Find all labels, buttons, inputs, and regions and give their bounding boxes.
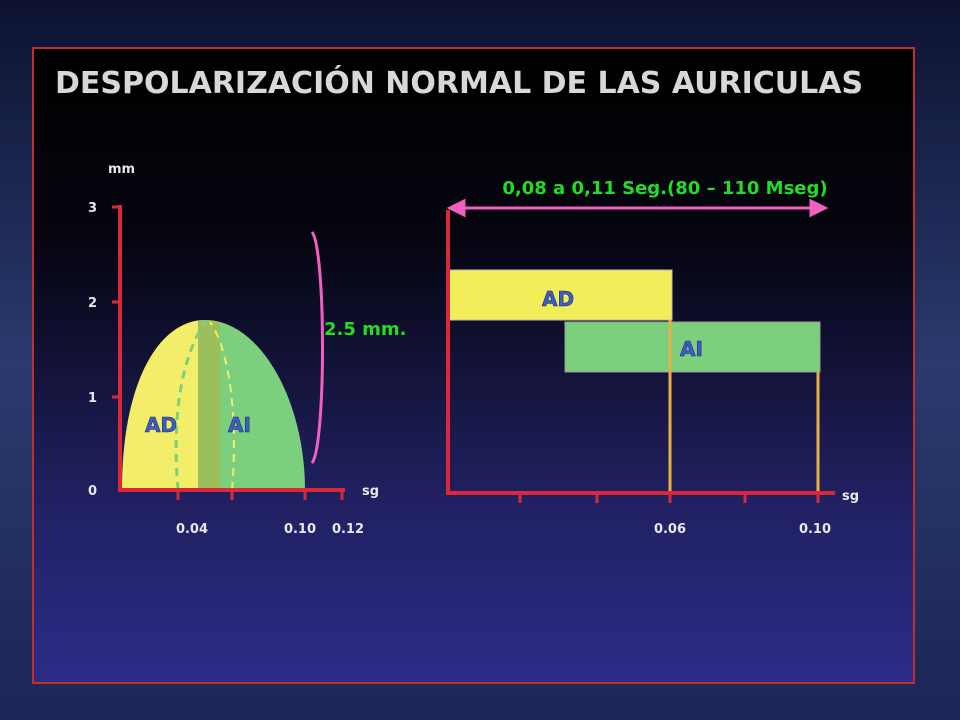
label-ad: AD xyxy=(145,413,177,437)
dashed-ad xyxy=(174,321,207,491)
bar-label-ai: AI xyxy=(680,337,703,361)
duration-arrow xyxy=(446,198,829,218)
right-axes xyxy=(446,210,835,495)
bar-label-ad: AD xyxy=(542,287,574,311)
amplitude-bracket xyxy=(310,231,324,464)
dashed-ai xyxy=(209,321,235,491)
duration-note: 0,08 a 0,11 Seg.(80 – 110 Mseg) xyxy=(502,178,827,199)
y-tick: 2 xyxy=(88,296,97,311)
x-tick: 0.10 xyxy=(284,522,316,537)
amplitude-note: 2.5 mm. xyxy=(324,319,407,340)
guide-lines xyxy=(668,320,820,493)
x-tick: 0.10 xyxy=(799,522,831,537)
x-tick: 0.06 xyxy=(654,522,686,537)
left-ticks xyxy=(112,205,344,500)
right-ticks xyxy=(518,493,820,503)
label-ai: AI xyxy=(228,413,251,437)
x-unit: sg xyxy=(842,489,859,504)
bar-ai xyxy=(564,321,821,373)
y-tick: 1 xyxy=(88,391,97,406)
left-axes xyxy=(118,205,345,492)
y-unit: mm xyxy=(108,162,135,177)
bar-ad xyxy=(447,269,673,321)
y-tick: 0 xyxy=(88,484,97,499)
x-tick: 0.12 xyxy=(332,522,364,537)
y-tick: 3 xyxy=(88,201,97,216)
x-unit: sg xyxy=(362,484,379,499)
title: DESPOLARIZACIÓN NORMAL DE LAS AURICULAS xyxy=(55,64,863,101)
x-tick: 0.04 xyxy=(176,522,208,537)
